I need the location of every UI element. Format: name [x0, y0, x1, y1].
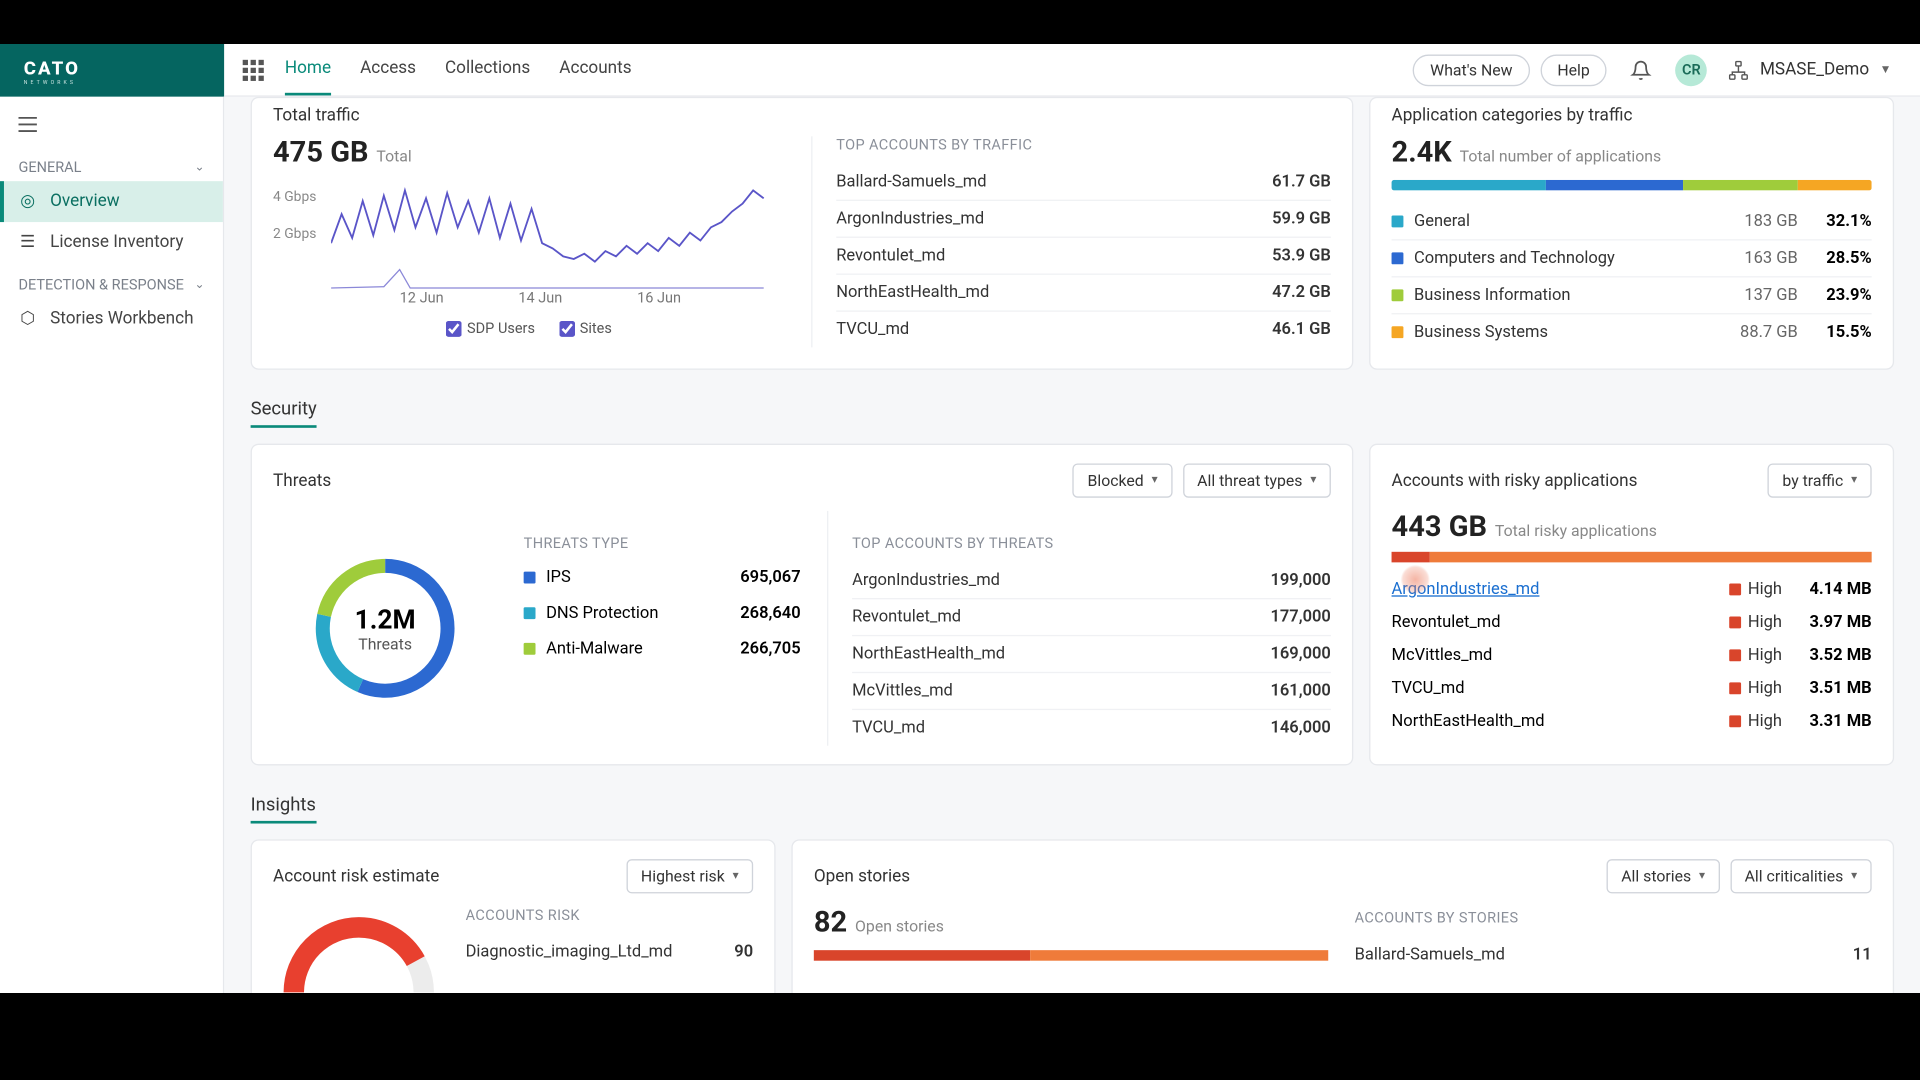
list-icon: ☰ — [18, 233, 36, 251]
section-security: Security — [251, 399, 317, 428]
list-item[interactable]: Ballard-Samuels_md11 — [1355, 937, 1872, 973]
risky-total: 443 GB — [1392, 511, 1487, 544]
threats-donut: 1.2MThreats — [306, 549, 464, 707]
user-avatar[interactable]: CR — [1676, 54, 1708, 86]
sidebar-section-general[interactable]: GENERAL⌄ — [0, 146, 223, 182]
legend-sites[interactable]: Sites — [559, 320, 612, 337]
stories-bar — [814, 950, 1328, 961]
accounts-stories-title: ACCOUNTS BY STORIES — [1355, 909, 1872, 926]
traffic-chart: 4 Gbps 2 Gbps 12 Jun 14 Jun 16 Jun — [273, 169, 769, 314]
brand-logo: CATONETWORKS — [0, 44, 224, 97]
list-item[interactable]: Anti-Malware266,705 — [524, 631, 801, 667]
nav-tabs: Home Access Collections Accounts — [285, 44, 632, 95]
card-title: Threats — [273, 471, 331, 491]
top-threats-title: TOP ACCOUNTS BY THREATS — [852, 535, 1331, 552]
sidebar-item-stories-workbench[interactable]: ⬡Stories Workbench — [0, 299, 223, 340]
app-total-label: Total number of applications — [1460, 147, 1662, 165]
legend-sdp-users[interactable]: SDP Users — [446, 320, 535, 337]
sidebar-item-overview[interactable]: ◎Overview — [0, 181, 223, 222]
list-item[interactable]: Business Systems88.7 GB15.5% — [1392, 313, 1872, 350]
app-launcher-icon[interactable] — [243, 59, 264, 80]
threat-types-title: THREATS TYPE — [524, 535, 801, 552]
list-item[interactable]: McVittles_mdHigh3.52 MB — [1392, 639, 1872, 672]
list-item[interactable]: ArgonIndustries_md59.9 GB — [836, 200, 1331, 237]
sidebar: GENERAL⌄ ◎Overview ☰License Inventory DE… — [0, 97, 224, 993]
list-item[interactable]: TVCU_md146,000 — [852, 709, 1331, 746]
card-title: Open stories — [814, 866, 910, 886]
tab-access[interactable]: Access — [360, 44, 416, 95]
card-title: Total traffic — [273, 106, 1331, 126]
account-selector[interactable]: MSASE_Demo ▼ — [1718, 54, 1902, 86]
risky-apps-card: Accounts with risky applications by traf… — [1369, 444, 1894, 766]
help-button[interactable]: Help — [1540, 54, 1607, 86]
list-item[interactable]: NorthEastHealth_md169,000 — [852, 635, 1331, 672]
list-item[interactable]: IPS695,067 — [524, 560, 801, 596]
risk-estimate-card: Account risk estimate Highest risk ACCOU… — [251, 839, 776, 993]
list-item[interactable]: Revontulet_md53.9 GB — [836, 237, 1331, 274]
chevron-down-icon: ⌄ — [194, 161, 204, 174]
chevron-down-icon: ▼ — [1880, 62, 1892, 77]
account-name: MSASE_Demo — [1760, 60, 1869, 80]
whats-new-button[interactable]: What's New — [1413, 54, 1530, 86]
list-item[interactable]: Computers and Technology163 GB28.5% — [1392, 239, 1872, 276]
sidebar-item-license-inventory[interactable]: ☰License Inventory — [0, 222, 223, 263]
sidebar-collapse-icon[interactable] — [0, 105, 223, 146]
app-total: 2.4K — [1392, 136, 1452, 169]
list-item[interactable]: Diagnostic_imaging_Ltd_md90 — [466, 934, 754, 970]
target-icon: ◎ — [18, 192, 36, 210]
stories-total-label: Open stories — [855, 917, 944, 935]
list-item[interactable]: McVittles_md161,000 — [852, 672, 1331, 709]
risk-gauge — [273, 907, 444, 993]
card-title: Application categories by traffic — [1392, 106, 1872, 126]
shield-icon: ⬡ — [18, 310, 36, 328]
list-item[interactable]: Ballard-Samuels_md61.7 GB — [836, 164, 1331, 200]
risky-bar — [1392, 552, 1872, 563]
total-traffic-card: Total traffic 475 GB Total 4 Gbps 2 Gbps … — [251, 97, 1354, 370]
svg-text:NETWORKS: NETWORKS — [24, 80, 76, 85]
tab-home[interactable]: Home — [285, 44, 331, 95]
card-title: Accounts with risky applications — [1392, 471, 1638, 491]
app-categories-bar — [1392, 180, 1872, 191]
section-insights: Insights — [251, 795, 316, 824]
top-accounts-title: TOP ACCOUNTS BY TRAFFIC — [836, 136, 1331, 153]
sidebar-section-detection[interactable]: DETECTION & RESPONSE⌄ — [0, 263, 223, 299]
risk-sort-select[interactable]: Highest risk — [626, 859, 753, 893]
traffic-total: 475 GB — [273, 136, 368, 169]
app-categories-card: Application categories by traffic 2.4K To… — [1369, 97, 1894, 370]
tab-collections[interactable]: Collections — [445, 44, 530, 95]
list-item[interactable]: NorthEastHealth_mdHigh3.31 MB — [1392, 705, 1872, 738]
list-item[interactable]: NorthEastHealth_md47.2 GB — [836, 274, 1331, 311]
chevron-down-icon: ⌄ — [194, 278, 204, 291]
list-item[interactable]: TVCU_md46.1 GB — [836, 310, 1331, 347]
open-stories-card: Open stories All stories All criticaliti… — [791, 839, 1894, 993]
risky-total-label: Total risky applications — [1495, 521, 1657, 539]
threats-card: Threats Blocked All threat types 1.2MThr… — [251, 444, 1354, 766]
list-item[interactable]: ArgonIndustries_mdHigh4.14 MB — [1392, 573, 1872, 606]
card-title: Account risk estimate — [273, 866, 439, 886]
notifications-icon[interactable] — [1623, 51, 1660, 88]
list-item[interactable]: Revontulet_md177,000 — [852, 598, 1331, 635]
traffic-total-label: Total — [376, 147, 411, 165]
threats-status-select[interactable]: Blocked — [1073, 463, 1172, 497]
list-item[interactable]: TVCU_mdHigh3.51 MB — [1392, 672, 1872, 705]
accounts-risk-title: ACCOUNTS RISK — [466, 907, 754, 924]
stories-total: 82 — [814, 907, 847, 940]
list-item[interactable]: Business Information137 GB23.9% — [1392, 276, 1872, 313]
stories-filter-select[interactable]: All stories — [1607, 859, 1720, 893]
risky-sort-select[interactable]: by traffic — [1768, 463, 1872, 497]
list-item[interactable]: DNS Protection268,640 — [524, 595, 801, 631]
tab-accounts[interactable]: Accounts — [559, 44, 631, 95]
stories-criticality-select[interactable]: All criticalities — [1730, 859, 1872, 893]
list-item[interactable]: Revontulet_mdHigh3.97 MB — [1392, 606, 1872, 639]
list-item[interactable]: ArgonIndustries_md199,000 — [852, 562, 1331, 598]
threats-type-select[interactable]: All threat types — [1183, 463, 1331, 497]
svg-text:CATO: CATO — [24, 58, 80, 80]
list-item[interactable]: General183 GB32.1% — [1392, 204, 1872, 240]
hierarchy-icon — [1728, 59, 1749, 80]
